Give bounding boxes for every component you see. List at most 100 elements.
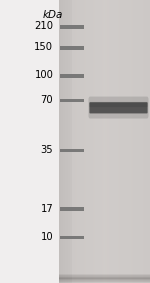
Bar: [91, 0, 92, 283]
Bar: [108, 0, 109, 283]
Bar: [58, 278, 150, 282]
Bar: [94, 0, 95, 283]
Bar: [60, 0, 61, 283]
FancyBboxPatch shape: [89, 102, 148, 113]
Bar: [109, 0, 110, 283]
FancyBboxPatch shape: [60, 207, 84, 211]
Text: 70: 70: [41, 95, 53, 105]
Bar: [58, 275, 150, 280]
Bar: [58, 274, 150, 279]
Bar: [137, 0, 139, 283]
Bar: [58, 277, 150, 282]
Bar: [58, 276, 150, 280]
Bar: [70, 0, 71, 283]
Bar: [68, 0, 69, 283]
Bar: [123, 0, 124, 283]
Bar: [58, 277, 150, 282]
Bar: [58, 274, 150, 278]
Bar: [80, 0, 81, 283]
Bar: [97, 0, 99, 283]
Bar: [102, 0, 103, 283]
Bar: [127, 0, 128, 283]
Bar: [84, 0, 85, 283]
Bar: [58, 278, 150, 283]
Bar: [58, 274, 150, 279]
Bar: [58, 278, 150, 282]
Bar: [121, 0, 123, 283]
FancyBboxPatch shape: [60, 235, 84, 239]
Bar: [87, 0, 88, 283]
Bar: [58, 275, 150, 280]
Bar: [58, 276, 150, 280]
Bar: [72, 0, 73, 283]
Bar: [65, 0, 66, 283]
Bar: [141, 0, 142, 283]
Bar: [58, 274, 150, 278]
Bar: [93, 0, 94, 283]
Bar: [58, 277, 150, 282]
Bar: [58, 277, 150, 282]
Bar: [58, 274, 150, 278]
Bar: [146, 0, 147, 283]
Bar: [71, 0, 72, 283]
Bar: [86, 0, 87, 283]
Bar: [58, 276, 150, 281]
FancyBboxPatch shape: [60, 74, 84, 78]
Bar: [78, 0, 79, 283]
Bar: [92, 0, 93, 283]
Bar: [130, 0, 132, 283]
Bar: [126, 0, 127, 283]
Bar: [132, 0, 133, 283]
Bar: [58, 278, 150, 283]
Bar: [77, 0, 78, 283]
Bar: [119, 0, 120, 283]
Bar: [58, 274, 150, 279]
Bar: [58, 278, 150, 282]
Bar: [58, 275, 150, 280]
Bar: [58, 276, 150, 281]
Text: 150: 150: [34, 42, 53, 52]
Bar: [58, 274, 150, 279]
Bar: [105, 0, 106, 283]
Bar: [58, 278, 150, 282]
FancyBboxPatch shape: [60, 98, 84, 102]
Bar: [58, 277, 150, 282]
Bar: [115, 0, 116, 283]
Bar: [104, 0, 105, 283]
Bar: [113, 0, 115, 283]
Bar: [133, 0, 134, 283]
Bar: [66, 0, 68, 283]
Bar: [129, 0, 130, 283]
Bar: [75, 0, 76, 283]
Bar: [0, 0, 58, 283]
Bar: [58, 277, 150, 281]
Bar: [58, 277, 150, 282]
Bar: [58, 277, 150, 281]
Bar: [58, 275, 150, 280]
Text: 10: 10: [41, 232, 53, 242]
Bar: [58, 276, 150, 281]
Bar: [149, 0, 150, 283]
Bar: [58, 276, 150, 280]
Text: 17: 17: [40, 203, 53, 214]
Bar: [89, 0, 91, 283]
Bar: [58, 276, 150, 281]
Bar: [147, 0, 148, 283]
Bar: [58, 276, 150, 281]
Bar: [58, 275, 150, 279]
Bar: [143, 0, 144, 283]
Bar: [64, 0, 65, 283]
Bar: [76, 0, 77, 283]
Bar: [125, 0, 126, 283]
Text: kDa: kDa: [43, 10, 63, 20]
Bar: [61, 0, 62, 283]
Bar: [95, 0, 96, 283]
Bar: [139, 0, 140, 283]
Bar: [58, 275, 150, 280]
Bar: [96, 0, 97, 283]
Bar: [58, 276, 150, 281]
Text: 35: 35: [41, 145, 53, 155]
Bar: [63, 0, 64, 283]
FancyBboxPatch shape: [60, 149, 84, 152]
Bar: [69, 0, 70, 283]
